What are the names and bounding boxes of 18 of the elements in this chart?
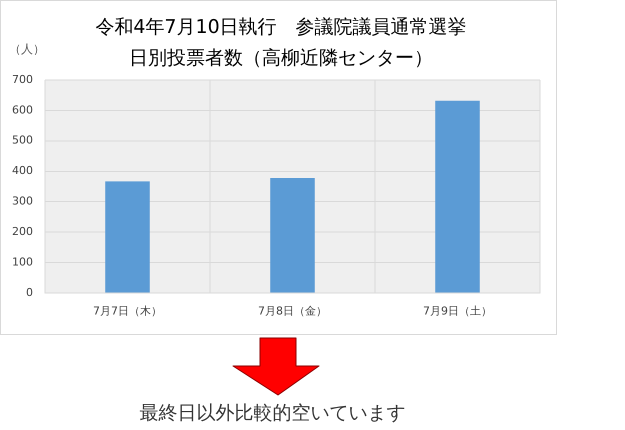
y-tick-label: 600: [12, 103, 33, 116]
chart-title: 令和4年7月10日執行 参議院議員通常選挙: [95, 16, 467, 38]
y-tick-label: 200: [12, 225, 33, 238]
text: 最終日以外比較的空いています: [138, 401, 406, 426]
y-tick-label: 700: [12, 72, 33, 86]
x-tick-label: 7月7日（木）: [93, 304, 162, 318]
chart-subtitle: 日別投票者数（高柳近隣センター）: [129, 46, 433, 69]
y-axis-title: （人）: [9, 42, 45, 56]
y-tick-label: 500: [12, 134, 33, 147]
bar: [270, 178, 315, 292]
y-tick-label: 300: [12, 194, 33, 208]
bar: [435, 100, 480, 292]
x-tick-label: 7月9日（土）: [423, 304, 492, 318]
x-tick-label: 7月8日（金）: [258, 304, 327, 318]
bar: [105, 181, 150, 292]
y-tick-label: 400: [12, 164, 33, 178]
y-tick-label: 100: [12, 255, 33, 268]
y-tick-label: 0: [26, 286, 33, 299]
